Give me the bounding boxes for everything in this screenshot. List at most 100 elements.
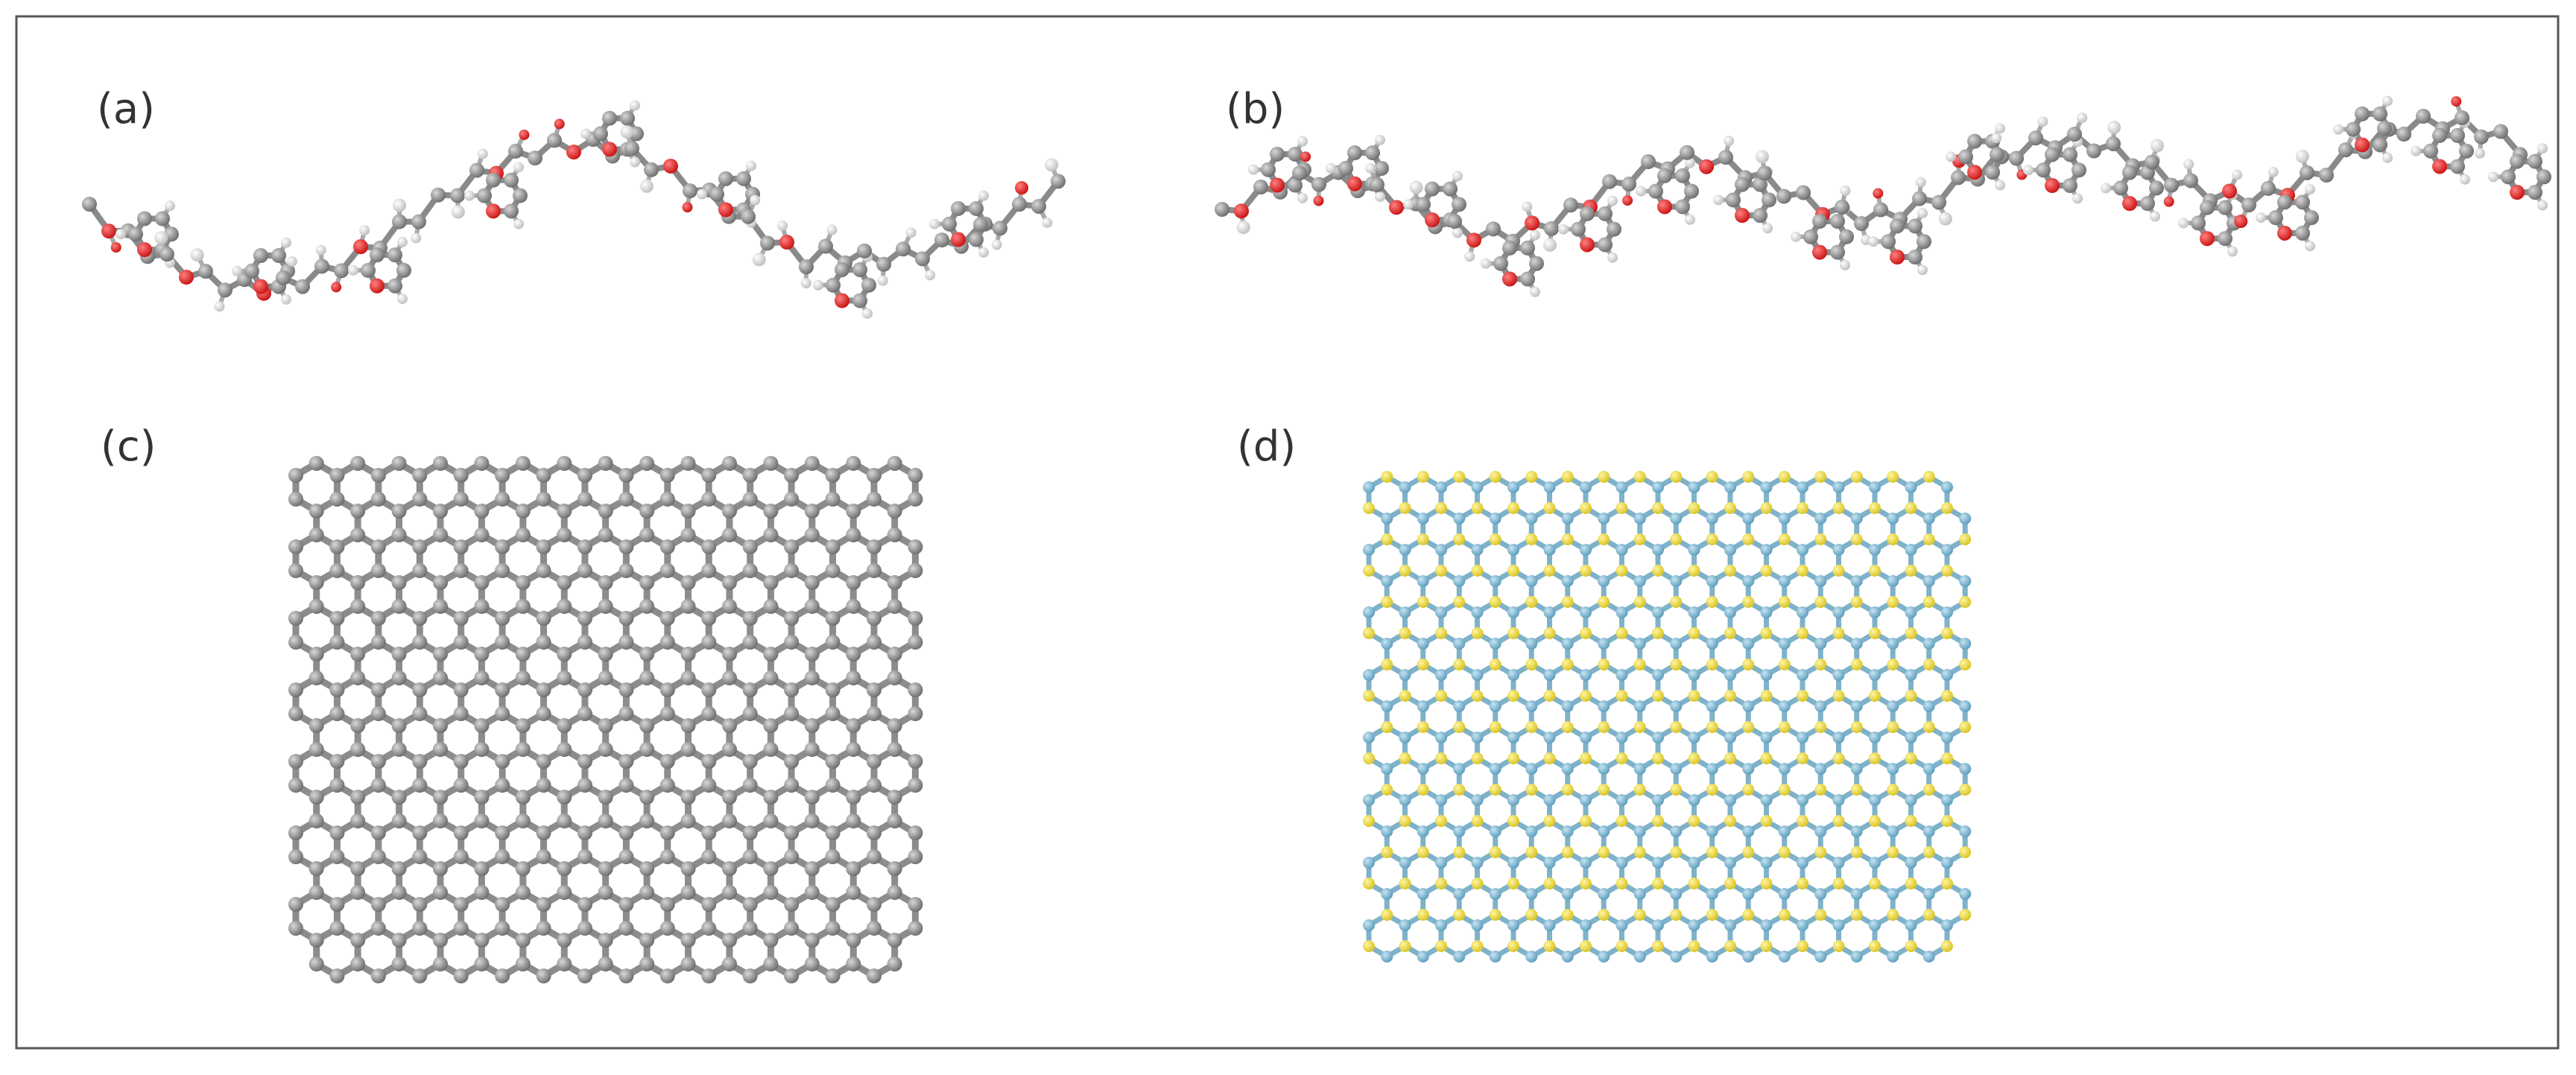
atom <box>515 647 531 662</box>
atom <box>1905 565 1917 577</box>
atom <box>353 239 368 255</box>
atom <box>1471 732 1484 743</box>
atom <box>1796 794 1808 806</box>
atom <box>536 754 551 769</box>
atom <box>1434 940 1447 952</box>
atom <box>1434 565 1447 577</box>
atom <box>2268 166 2279 177</box>
atom <box>2338 142 2353 158</box>
atom <box>1778 825 1791 837</box>
atom <box>1363 669 1375 681</box>
atom <box>1633 659 1646 670</box>
atom <box>361 262 376 278</box>
atom <box>1832 565 1845 577</box>
atom <box>1742 471 1755 483</box>
atom <box>329 778 345 793</box>
atom <box>276 270 291 285</box>
atom <box>887 790 902 805</box>
atom <box>1607 195 1618 206</box>
atom <box>557 861 572 876</box>
atom <box>1615 752 1628 764</box>
atom <box>1814 638 1827 650</box>
atom <box>680 957 696 971</box>
atom <box>1959 533 1972 545</box>
atom <box>784 611 800 626</box>
atom <box>1868 502 1881 514</box>
atom <box>412 563 428 578</box>
atom <box>288 682 303 697</box>
panel-label: (d) <box>1237 422 1296 471</box>
atom <box>314 259 329 274</box>
atom <box>1868 690 1881 702</box>
atom <box>370 682 386 697</box>
atom <box>577 539 592 554</box>
atom <box>286 256 297 267</box>
atom <box>359 225 370 236</box>
atom <box>1374 160 1389 176</box>
atom <box>474 599 490 614</box>
atom <box>2077 112 2088 124</box>
atom <box>818 238 833 254</box>
atom <box>1381 846 1393 858</box>
atom <box>1248 164 1259 175</box>
atom <box>1365 145 1380 161</box>
atom <box>1651 502 1664 514</box>
atom <box>370 849 386 864</box>
atom <box>969 200 984 216</box>
atom <box>1796 606 1808 618</box>
atom <box>639 933 655 948</box>
atom <box>2396 126 2411 142</box>
atom <box>1959 825 1972 837</box>
atom <box>432 957 448 971</box>
atom <box>515 933 531 948</box>
atom <box>742 849 758 864</box>
atom <box>1598 825 1610 837</box>
atom <box>1670 825 1683 837</box>
atom <box>1868 940 1881 952</box>
atom <box>1887 909 1899 921</box>
atom <box>2373 106 2387 121</box>
atom <box>515 599 531 614</box>
atom <box>1753 177 1768 192</box>
atom <box>1922 784 1935 796</box>
atom <box>1347 145 1362 161</box>
atom <box>683 183 697 199</box>
atom <box>1622 195 1633 206</box>
atom <box>2295 149 2309 163</box>
atom <box>866 706 882 721</box>
atom <box>804 527 820 542</box>
atom <box>618 563 634 578</box>
atom <box>1922 596 1935 608</box>
atom <box>1778 721 1791 733</box>
atom <box>1417 784 1429 796</box>
atom <box>1633 888 1646 900</box>
atom <box>1561 721 1574 733</box>
atom <box>1561 471 1574 483</box>
atom <box>1288 177 1303 193</box>
atom <box>370 539 386 554</box>
atom <box>350 814 366 828</box>
atom <box>1453 638 1466 650</box>
atom <box>412 635 428 650</box>
atom <box>908 706 923 721</box>
atom <box>1417 575 1429 587</box>
atom <box>1868 878 1881 890</box>
atom <box>271 248 286 264</box>
atom <box>370 563 386 578</box>
atom <box>2346 121 2361 137</box>
atom <box>1399 940 1411 952</box>
atom <box>1742 951 1755 963</box>
atom <box>1598 237 1613 253</box>
atom <box>412 754 428 769</box>
atom <box>1234 203 1249 219</box>
atom <box>1507 815 1519 827</box>
atom <box>1370 177 1384 192</box>
atom <box>577 778 592 793</box>
atom <box>2459 143 2474 159</box>
atom <box>1651 669 1664 681</box>
atom <box>1688 940 1700 952</box>
atom <box>513 218 524 229</box>
atom <box>1959 888 1972 900</box>
atom <box>1685 214 1695 225</box>
atom <box>515 456 531 471</box>
